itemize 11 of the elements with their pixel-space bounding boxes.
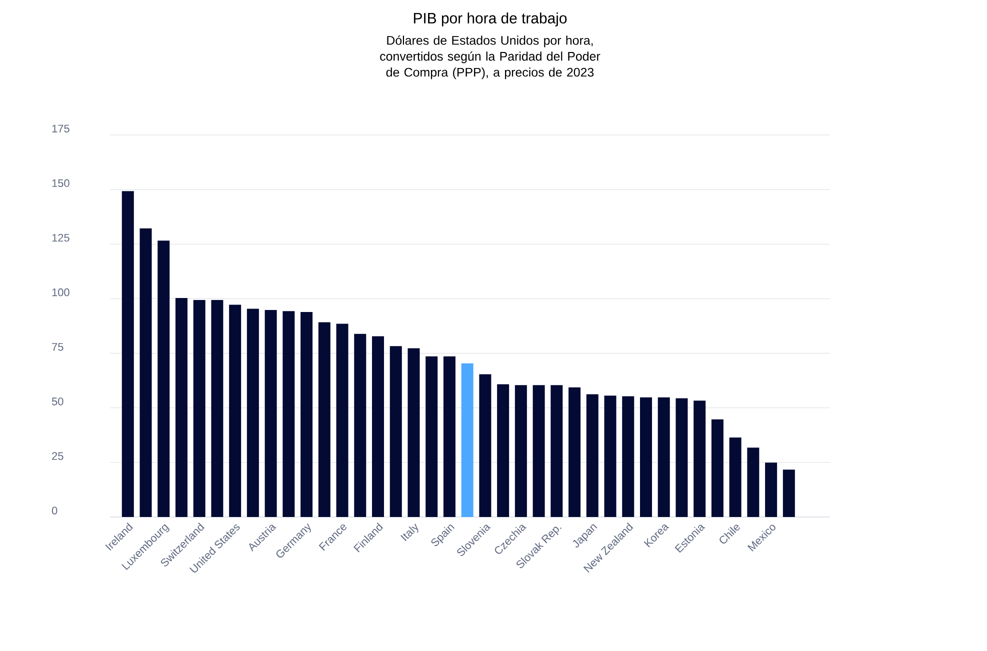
y-tick-label: 175 xyxy=(52,124,70,132)
y-tick-label: 75 xyxy=(52,343,64,351)
y-tick-label: 0 xyxy=(52,506,58,514)
y-tick-label: 25 xyxy=(52,452,64,460)
x-tick-label: Italy xyxy=(400,524,418,542)
y-tick-label: 100 xyxy=(52,288,70,296)
y-tick-label: 125 xyxy=(52,234,70,242)
chart-subtitle: Dólares de Estados Unidos por hora, convertidos según la Paridad del Poder de Compra (PPP), a precios de 2023 xyxy=(380,36,600,80)
y-tick-label: 150 xyxy=(52,179,70,188)
y-tick-label: 50 xyxy=(52,398,64,406)
chart-title: PIB por hora de trabajo xyxy=(414,12,567,26)
